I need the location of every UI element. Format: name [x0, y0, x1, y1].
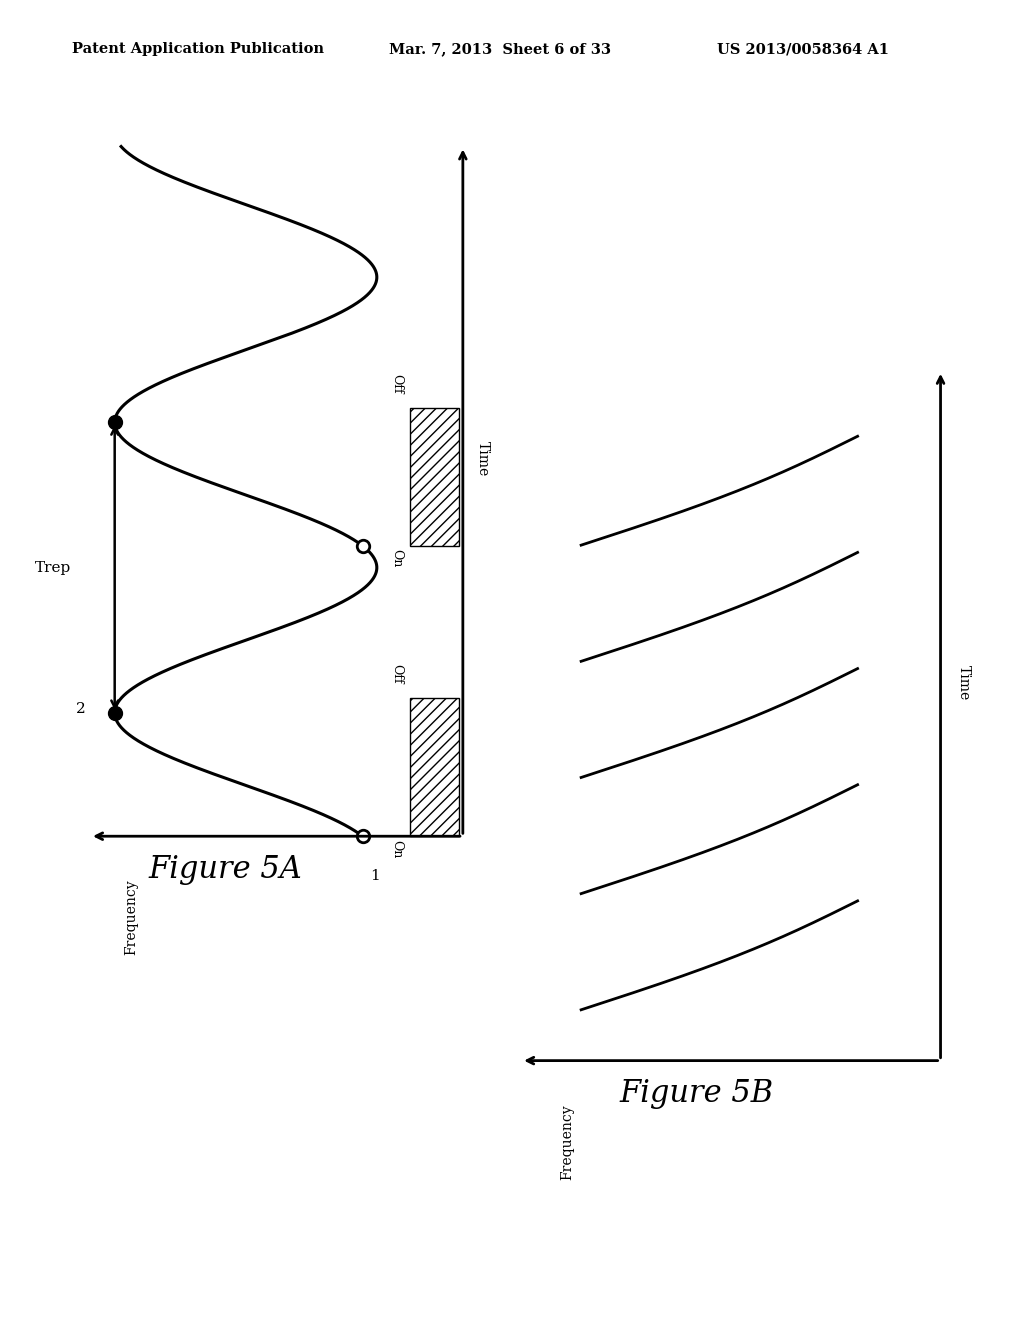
Bar	[410, 698, 459, 837]
Text: Frequency: Frequency	[560, 1104, 574, 1180]
Text: 1: 1	[370, 869, 380, 883]
Bar	[410, 408, 459, 546]
Text: US 2013/0058364 A1: US 2013/0058364 A1	[717, 42, 889, 57]
Text: Figure 5B: Figure 5B	[620, 1078, 773, 1109]
Text: On: On	[390, 840, 403, 858]
Text: Patent Application Publication: Patent Application Publication	[72, 42, 324, 57]
Text: On: On	[390, 549, 403, 568]
Text: Figure 5A: Figure 5A	[148, 854, 302, 884]
Text: Mar. 7, 2013  Sheet 6 of 33: Mar. 7, 2013 Sheet 6 of 33	[389, 42, 611, 57]
Text: Time: Time	[476, 441, 490, 477]
Text: Frequency: Frequency	[124, 880, 138, 956]
Text: Off: Off	[390, 374, 403, 393]
Text: Off: Off	[390, 664, 403, 684]
Text: 2: 2	[76, 702, 86, 715]
Text: Time: Time	[956, 665, 971, 701]
Text: Trep: Trep	[35, 561, 72, 574]
